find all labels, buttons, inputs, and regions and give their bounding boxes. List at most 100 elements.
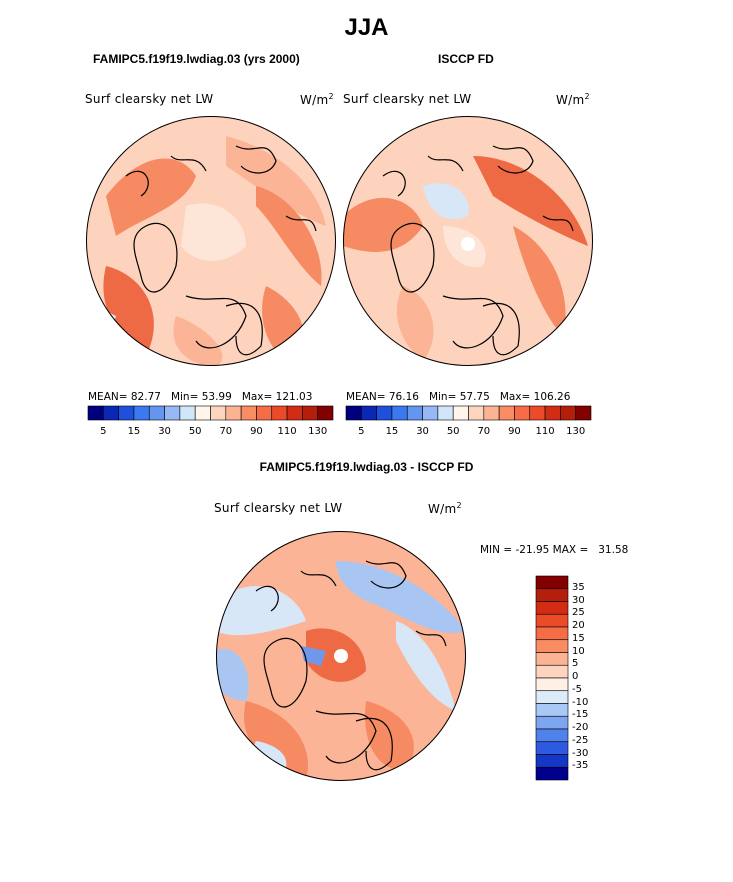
colorbar-tick-label: 110 [277, 426, 297, 437]
colorbar-swatch [437, 405, 454, 421]
colorbar-swatch [194, 405, 211, 421]
diff-colorbar [535, 575, 569, 781]
colorbar-swatch [103, 405, 119, 421]
diff-colorbar-swatch [535, 766, 569, 781]
colorbar-swatch [240, 405, 257, 421]
colorbar-tick-label: 110 [535, 426, 555, 437]
diff-colorbar-tick-label: 15 [572, 632, 585, 644]
colorbar-swatch [118, 405, 135, 421]
diff-colorbar-swatch [535, 601, 569, 615]
colorbar-tick-label: 15 [385, 426, 399, 437]
diff-colorbar-tick-label: -20 [572, 722, 589, 733]
colorbar-swatch [483, 405, 500, 421]
colorbar-swatch [148, 405, 165, 421]
colorbar-swatch [376, 405, 393, 421]
colorbar-tick-label: 90 [250, 426, 263, 437]
obs-colorbar-ticks: 5 15 30 50 70 90 110 130 [346, 426, 591, 440]
colorbar-swatch [210, 405, 227, 421]
colorbar-swatch [514, 405, 531, 421]
obs-stats: MEAN= 76.16 Min= 57.75 Max= 106.26 [346, 391, 571, 403]
diff-colorbar-tick-label: -25 [572, 734, 589, 746]
colorbar-tick-label: 70 [219, 426, 233, 437]
diff-colorbar-swatch [535, 741, 569, 755]
colorbar-swatch [256, 405, 273, 421]
colorbar-tick-label: 130 [566, 426, 586, 437]
colorbar-swatch [286, 405, 303, 421]
diff-colorbar-tick-label: 30 [572, 594, 585, 606]
colorbar-swatch [498, 405, 515, 421]
model-colorbar-ticks: 5 15 30 50 70 90 110 130 [88, 426, 333, 440]
colorbar-swatch [302, 405, 318, 421]
diff-colorbar-tick-label: -35 [572, 760, 589, 772]
colorbar-swatch [179, 405, 196, 421]
obs-variable-label: Surf clearsky net LW [343, 92, 472, 106]
colorbar-swatch [345, 405, 362, 421]
colorbar-swatch [575, 405, 592, 421]
diff-colorbar-swatch [535, 703, 569, 717]
colorbar-tick-label: 5 [100, 426, 107, 437]
colorbar-tick-label: 50 [446, 426, 460, 437]
colorbar-swatch [164, 405, 181, 421]
obs-colorbar [345, 405, 592, 421]
colorbar-tick-label: 50 [188, 426, 202, 437]
colorbar-swatch [560, 405, 576, 421]
diff-colorbar-tick-label: 35 [572, 581, 585, 593]
diff-colorbar-swatch [535, 715, 569, 730]
colorbar-swatch [317, 405, 334, 421]
colorbar-swatch [225, 405, 242, 421]
model-heading: FAMIPC5.f19f19.lwdiag.03 (yrs 2000) [93, 52, 300, 66]
colorbar-swatch [529, 405, 546, 421]
colorbar-swatch [468, 405, 485, 421]
model-polar-map [86, 116, 336, 366]
diff-colorbar-swatch [535, 639, 569, 653]
colorbar-tick-label: 15 [127, 426, 141, 437]
colorbar-swatch [452, 405, 469, 421]
colorbar-swatch [391, 405, 408, 421]
model-colorbar [87, 405, 334, 421]
diff-colorbar-tick-label: 25 [572, 607, 585, 619]
figure-title: JJA [344, 14, 389, 41]
obs-units-label: W/m2 [556, 92, 590, 107]
colorbar-swatch [361, 405, 377, 421]
diff-colorbar-tick-label: -10 [572, 696, 589, 708]
model-units-label: W/m2 [300, 92, 334, 107]
diff-colorbar-swatch [535, 626, 569, 641]
diff-units-label: W/m2 [428, 501, 462, 516]
diff-colorbar-tick-label: 0 [572, 671, 579, 682]
diff-colorbar-swatch [535, 575, 569, 590]
diff-colorbar-tick-label: -30 [572, 747, 589, 759]
diff-colorbar-tick-label: 20 [572, 620, 585, 631]
colorbar-tick-label: 130 [308, 426, 328, 437]
colorbar-swatch [133, 405, 150, 421]
colorbar-tick-label: 70 [477, 426, 491, 437]
diff-colorbar-swatch [535, 690, 569, 704]
obs-heading: ISCCP FD [438, 52, 494, 66]
colorbar-swatch [422, 405, 439, 421]
diff-colorbar-tick-label: 10 [572, 645, 585, 657]
diff-colorbar-swatch [535, 588, 569, 602]
diff-polar-map [216, 531, 466, 781]
colorbar-tick-label: 30 [416, 426, 429, 437]
diff-colorbar-swatch [535, 664, 569, 679]
colorbar-tick-label: 5 [358, 426, 365, 437]
colorbar-swatch [544, 405, 561, 421]
diff-colorbar-tick-label: -5 [572, 683, 582, 695]
colorbar-tick-label: 90 [508, 426, 521, 437]
colorbar-tick-label: 30 [158, 426, 171, 437]
diff-colorbar-swatch [535, 677, 569, 692]
colorbar-swatch [87, 405, 104, 421]
diff-colorbar-swatch [535, 613, 569, 628]
diff-colorbar-ticks: 35 30 25 20 15 10 5 0 -5 -10 -15 -20 -25 -30 -35 [572, 576, 612, 780]
diff-minmax: MIN = -21.95 MAX = 31.58 [480, 544, 629, 556]
diff-variable-label: Surf clearsky net LW [214, 501, 343, 515]
diff-colorbar-swatch [535, 652, 569, 666]
diff-colorbar-tick-label: -15 [572, 709, 589, 721]
model-variable-label: Surf clearsky net LW [85, 92, 214, 106]
diff-colorbar-tick-label: 5 [572, 658, 579, 670]
diff-colorbar-swatch [535, 728, 569, 743]
colorbar-swatch [406, 405, 423, 421]
diff-heading: FAMIPC5.f19f19.lwdiag.03 - ISCCP FD [259, 460, 474, 474]
colorbar-swatch [271, 405, 288, 421]
model-stats: MEAN= 82.77 Min= 53.99 Max= 121.03 [88, 391, 313, 403]
diff-colorbar-swatch [535, 754, 569, 768]
